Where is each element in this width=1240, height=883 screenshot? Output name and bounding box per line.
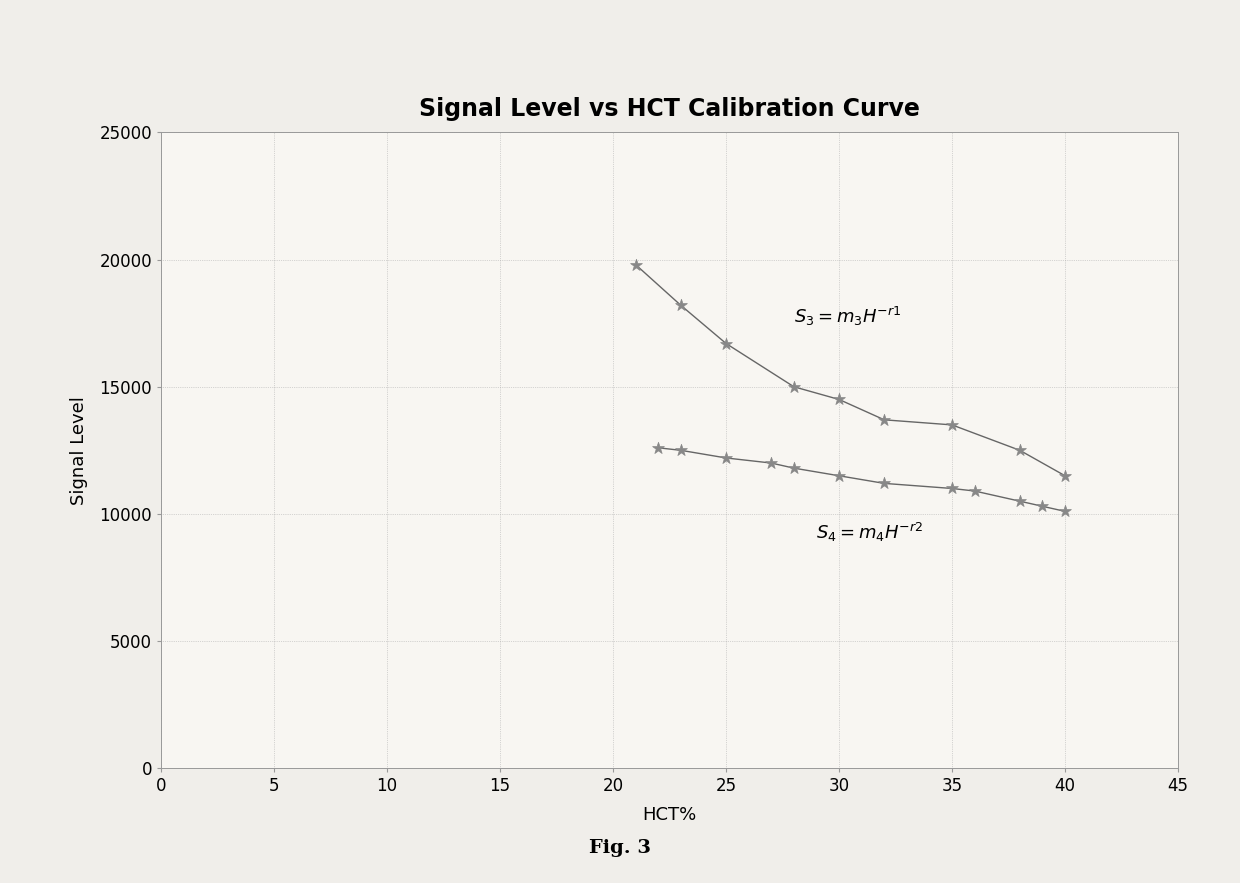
Point xyxy=(942,418,962,432)
Text: Fig. 3: Fig. 3 xyxy=(589,839,651,857)
Point xyxy=(1033,499,1053,513)
Point xyxy=(965,484,985,498)
Text: $S_4=m_4H^{-r2}$: $S_4=m_4H^{-r2}$ xyxy=(816,521,924,544)
Text: $S_3=m_3H^{-r1}$: $S_3=m_3H^{-r1}$ xyxy=(794,306,901,328)
Point xyxy=(830,392,849,406)
Point xyxy=(874,412,894,426)
Point xyxy=(1009,494,1029,509)
Point xyxy=(942,481,962,495)
Point xyxy=(671,298,691,313)
Point xyxy=(874,476,894,490)
Y-axis label: Signal Level: Signal Level xyxy=(71,396,88,505)
Point xyxy=(784,461,804,475)
Point xyxy=(784,380,804,394)
Point xyxy=(649,441,668,455)
Point xyxy=(761,456,781,470)
Point xyxy=(717,451,737,465)
Point xyxy=(671,443,691,457)
Point xyxy=(830,469,849,483)
Point xyxy=(626,258,646,272)
Point xyxy=(1055,469,1075,483)
X-axis label: HCT%: HCT% xyxy=(642,806,697,825)
Point xyxy=(717,336,737,351)
Title: Signal Level vs HCT Calibration Curve: Signal Level vs HCT Calibration Curve xyxy=(419,97,920,121)
Point xyxy=(1009,443,1029,457)
Point xyxy=(1055,504,1075,518)
